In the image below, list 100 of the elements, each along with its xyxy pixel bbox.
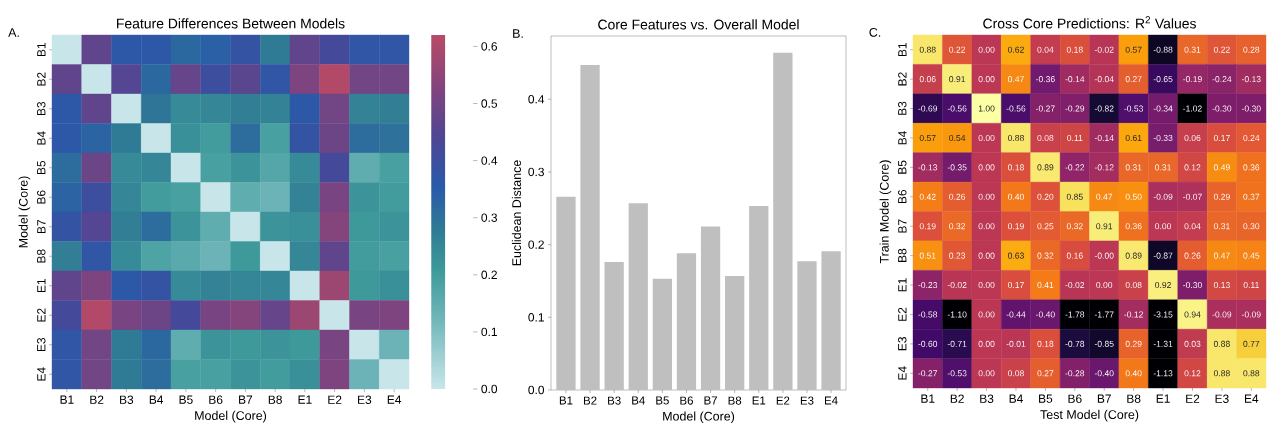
data-label: -0.71 (947, 340, 967, 347)
data-label: 0.18 (1007, 164, 1024, 171)
data-label: 0.47 (1213, 252, 1230, 259)
data-label: -0.69 (918, 105, 938, 112)
x-axis-title: Model (Core) (663, 411, 735, 424)
data-label: -0.09 (1153, 193, 1173, 200)
bar (749, 206, 769, 390)
data-label: -0.30 (1212, 105, 1232, 112)
data-label: -0.12 (1094, 164, 1114, 171)
x-tick-label: E1 (752, 396, 766, 405)
data-label: 0.32 (1037, 252, 1054, 259)
chart-title: Cross Core Predictions: R$^{2}$ Values (983, 16, 1196, 29)
y-tick-label: B4 (37, 131, 46, 145)
data-label: 0.36 (1125, 223, 1142, 230)
y-tick-label: B2 (898, 72, 907, 86)
x-tick-label: B3 (608, 396, 621, 405)
y-tick-label: B5 (37, 160, 46, 175)
data-label: 0.20 (1037, 193, 1054, 200)
data-label: 0.88 (1007, 134, 1024, 141)
data-label: 0.89 (1037, 164, 1054, 171)
data-label: 0.91 (1096, 223, 1113, 230)
data-label: 1.00 (978, 105, 995, 112)
x-tick-label: B1 (921, 394, 935, 403)
data-label: 0.27 (1125, 76, 1142, 83)
bar (604, 262, 624, 390)
data-label: 0.36 (1243, 164, 1260, 171)
data-label: 0.06 (919, 76, 936, 83)
x-tick-label: B6 (209, 395, 223, 404)
data-label: -0.02 (1065, 282, 1085, 289)
x-axis-title: Test Model (Core) (1040, 409, 1139, 422)
bar (580, 65, 600, 390)
x-tick-label: B3 (980, 394, 994, 403)
data-label: -1.31 (1153, 340, 1173, 347)
y-tick-label: B3 (37, 101, 46, 116)
x-tick-label: E4 (825, 396, 838, 405)
data-label: 0.50 (1125, 193, 1142, 200)
data-label: -0.82 (1094, 105, 1114, 112)
data-label: 0.16 (1066, 252, 1083, 259)
data-label: 0.31 (1155, 164, 1171, 171)
data-label: 0.40 (1007, 193, 1024, 200)
x-tick-label: B4 (632, 396, 645, 405)
y-tick-label: B5 (898, 160, 907, 174)
chart-title: Feature Differences Between Models (117, 18, 345, 29)
data-label: 0.03 (1184, 340, 1201, 347)
data-label: -0.58 (918, 311, 938, 318)
x-tick-label: E3 (800, 396, 814, 405)
data-label: -0.30 (1241, 105, 1261, 112)
color-bar-label: 0.1 (481, 327, 497, 337)
data-label: 0.06 (1184, 134, 1201, 141)
data-label: 0.88 (1213, 340, 1230, 347)
data-label: -1.78 (1065, 311, 1085, 318)
data-label: 0.00 (978, 370, 995, 377)
chart-title: Core Features vs. Overall Model (598, 19, 799, 30)
data-label: 0.11 (1067, 134, 1083, 141)
data-label: -0.78 (1065, 340, 1085, 347)
bar (556, 196, 576, 390)
data-label: -0.27 (1036, 105, 1055, 112)
data-label: 0.23 (949, 252, 966, 259)
y-axis-title: Euclidean Distance (511, 160, 522, 266)
y-tick-label: B2 (37, 72, 46, 86)
data-label: 0.13 (1213, 282, 1230, 289)
data-label: 0.00 (978, 193, 995, 200)
data-label: 0.00 (978, 76, 995, 83)
data-label: -0.30 (1183, 282, 1202, 289)
data-label: 0.00 (1096, 282, 1113, 289)
data-label: 0.29 (1213, 193, 1230, 200)
bar (725, 275, 745, 390)
x-tick-label: B2 (950, 394, 964, 403)
data-label: 0.08 (1037, 134, 1054, 141)
data-label: 0.88 (1243, 370, 1260, 377)
x-tick-label: B6 (680, 396, 693, 405)
data-label: 0.27 (1037, 370, 1054, 377)
data-label: 0.32 (949, 223, 966, 230)
data-label: -0.23 (918, 282, 938, 289)
data-label: 0.31 (1213, 223, 1230, 230)
x-tick-label: B8 (1127, 394, 1141, 403)
data-label: 0.89 (1125, 252, 1142, 259)
data-label: 0.63 (1007, 252, 1024, 259)
x-tick-label: B2 (583, 396, 597, 405)
bar (821, 251, 841, 390)
y-tick-label: B7 (898, 219, 907, 233)
data-label: 0.28 (1243, 46, 1260, 53)
y-tick-label: B8 (898, 248, 907, 262)
data-label: 0.31 (1125, 164, 1142, 171)
data-label: 0.19 (919, 223, 936, 230)
data-label: 0.30 (1243, 223, 1260, 230)
data-label: 0.00 (978, 46, 995, 53)
x-tick-label: B5 (1039, 394, 1053, 403)
data-label: 0.62 (1007, 46, 1024, 53)
y-tick-label: E1 (898, 278, 907, 292)
data-label: 0.19 (1007, 223, 1024, 230)
color-bar-label: 0.0 (481, 384, 498, 394)
data-label: 0.31 (1184, 46, 1201, 53)
bar (652, 278, 672, 390)
data-label: 0.25 (1037, 223, 1054, 230)
bar (628, 203, 648, 390)
color-bar-label: 0.2 (481, 270, 497, 280)
data-label: 0.12 (1184, 164, 1201, 171)
data-label: 0.00 (978, 282, 995, 289)
y-tick-label: 0.4 (528, 95, 545, 104)
